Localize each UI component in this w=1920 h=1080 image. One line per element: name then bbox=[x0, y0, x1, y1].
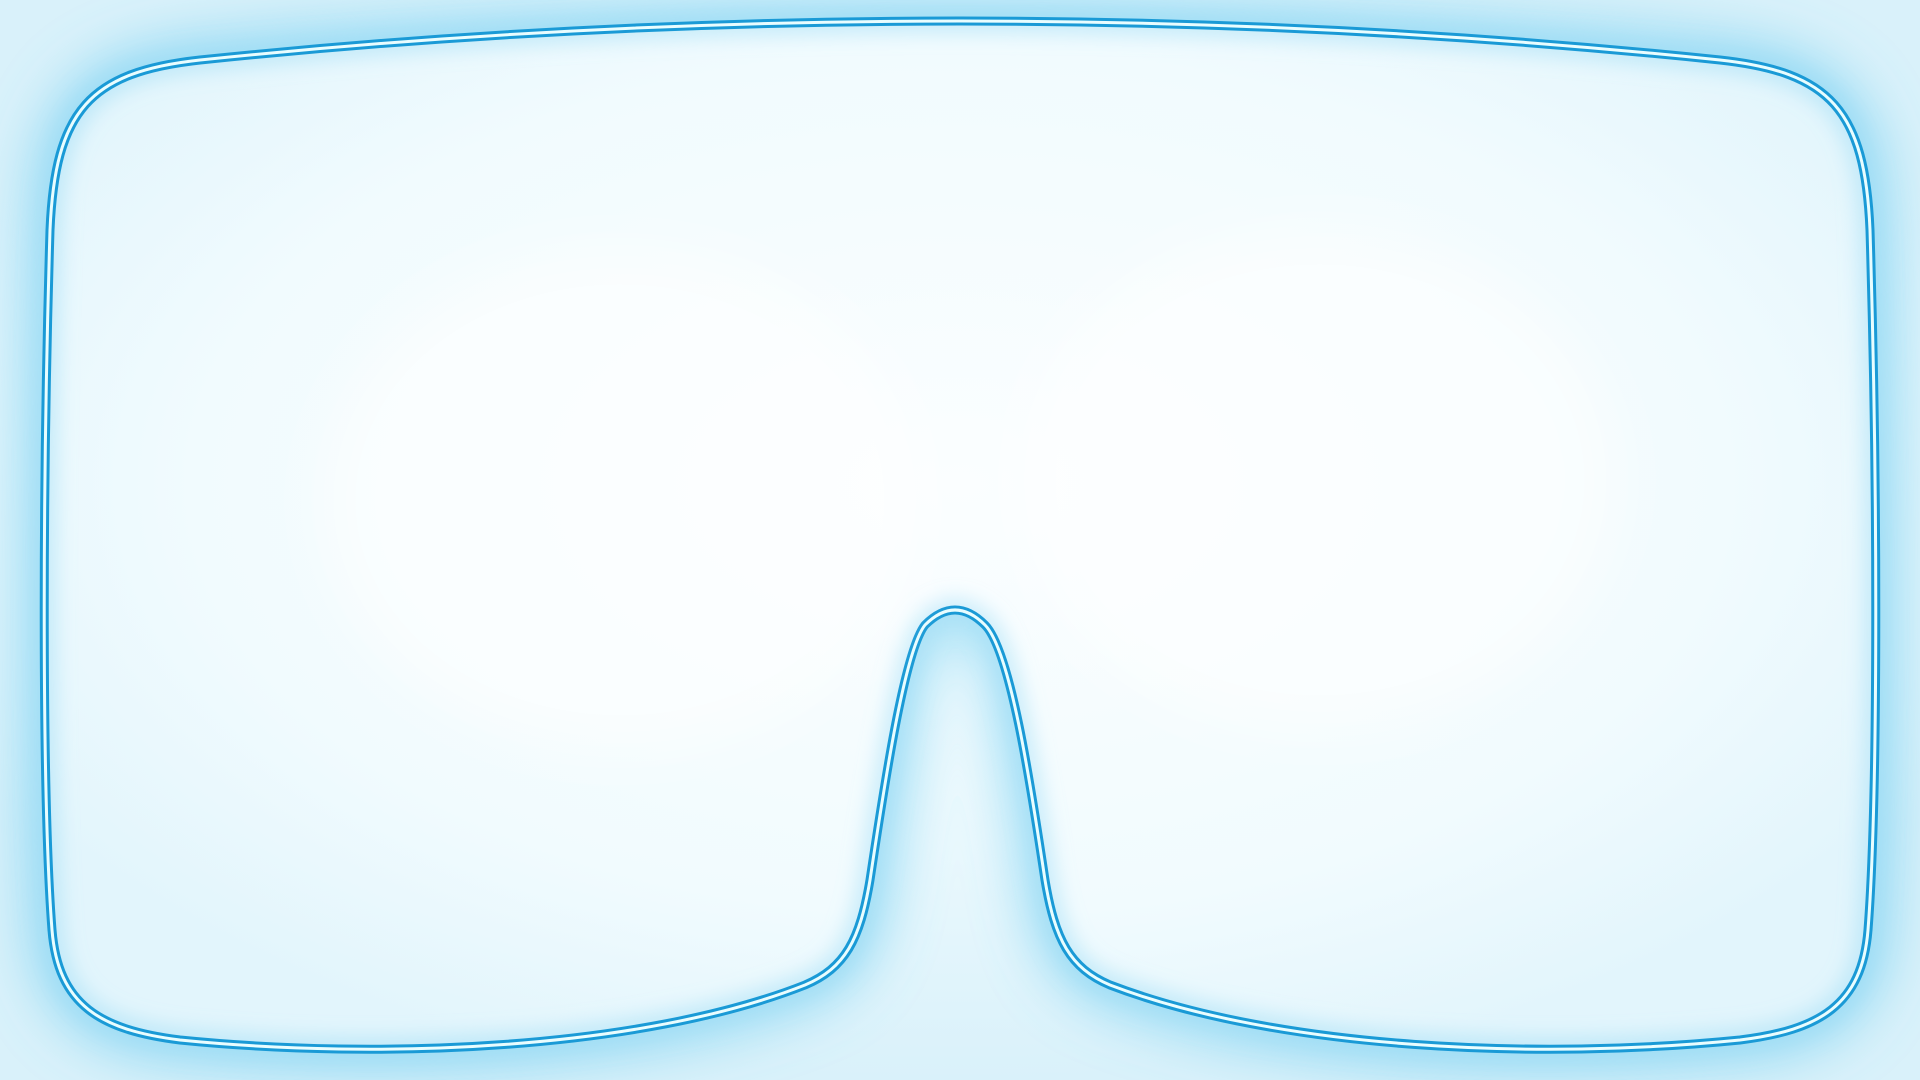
left-lens-highlight bbox=[320, 250, 920, 750]
right-lens-highlight bbox=[1020, 230, 1620, 730]
goggle-outline-core bbox=[42, 19, 1878, 1051]
